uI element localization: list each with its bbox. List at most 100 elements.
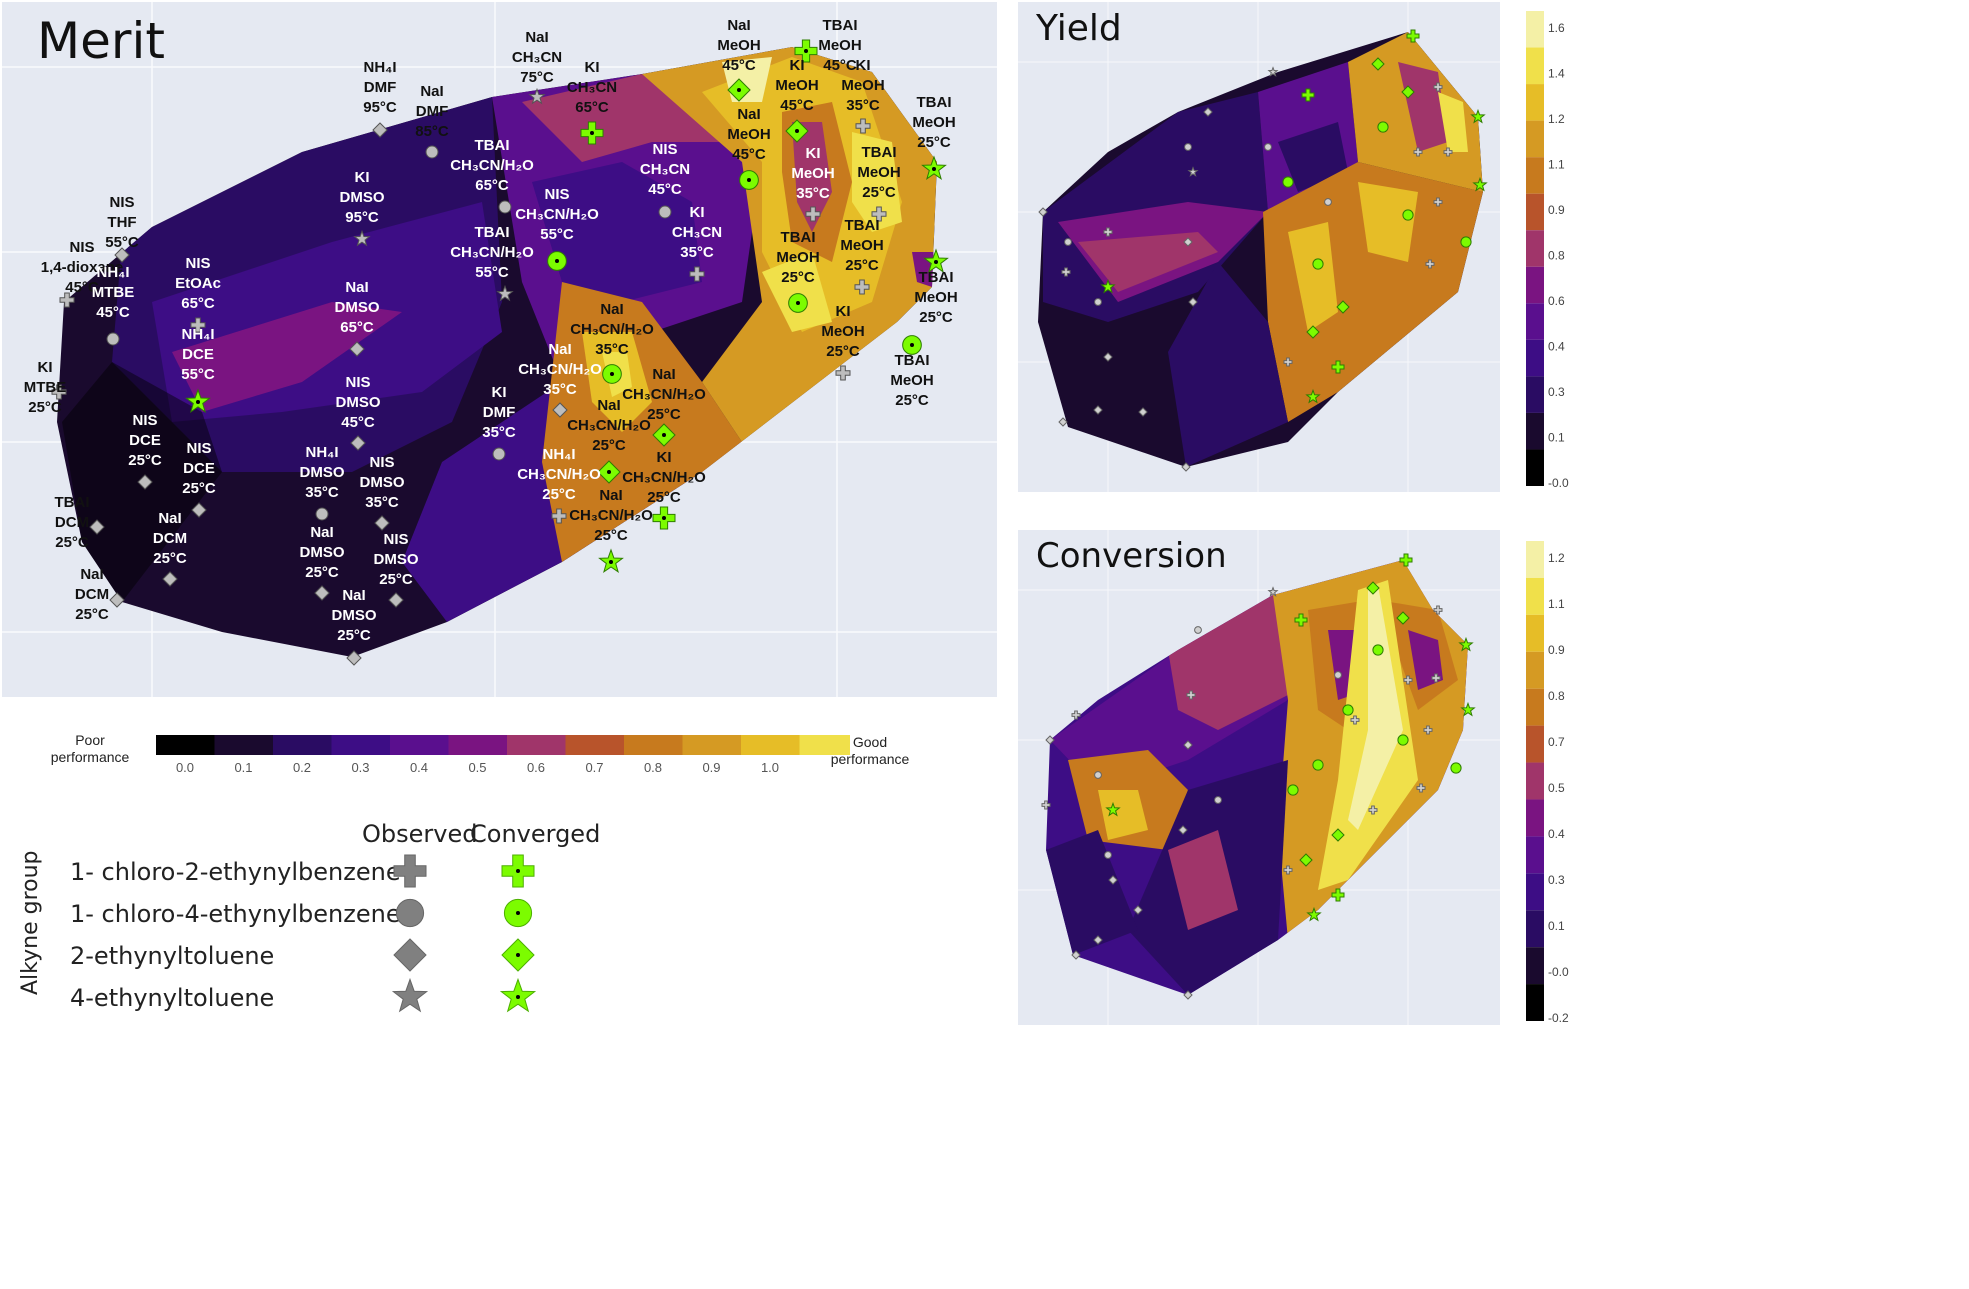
merit-point-label: NaI DMF 85°C — [415, 83, 449, 140]
merit-point-label: NIS CH₃CN/H₂O 55°C — [515, 186, 599, 243]
merit-point-label: NIS 1,4-dioxane 45°C — [41, 239, 124, 296]
diamond-marker — [1058, 417, 1068, 427]
merit-point-label: NaI CH₃CN/H₂O 25°C — [569, 487, 653, 544]
circle-marker — [106, 332, 120, 346]
circle-marker — [1324, 198, 1332, 206]
diamond-marker — [393, 938, 427, 972]
circle-marker — [1450, 762, 1462, 774]
merit-point-label: TBAI MeOH 25°C — [912, 94, 955, 151]
star-marker — [1470, 108, 1486, 124]
marker-center-dot — [516, 953, 520, 957]
colorbar-tick-label: 0.1 — [1548, 919, 1565, 933]
colorbar-tick-label: 0.9 — [1548, 203, 1565, 217]
circle-marker — [1460, 236, 1472, 248]
colorbar-tick-label: 0.9 — [702, 760, 720, 775]
merit-point-label: KI MeOH 35°C — [791, 145, 834, 202]
circle-marker — [1342, 704, 1354, 716]
cross-marker — [1433, 197, 1443, 207]
colorbar-tick-label: 1.4 — [1548, 67, 1565, 81]
colorbar-tick-label: 0.7 — [1548, 735, 1565, 749]
cross-marker — [1425, 259, 1435, 269]
cross-marker — [551, 508, 567, 524]
diamond-marker — [114, 247, 130, 263]
colorbar-segment — [1526, 47, 1544, 85]
merit-point-label: NaI CH₃CN/H₂O 35°C — [570, 301, 654, 358]
colorbar-tick-label: 0.1 — [234, 760, 252, 775]
marker-center-dot — [737, 88, 741, 92]
circle-marker — [498, 200, 512, 214]
cross-marker — [689, 266, 705, 282]
legend-converged-header: Converged — [470, 820, 601, 848]
circle-marker — [1402, 209, 1414, 221]
colorbar-segment — [1526, 984, 1544, 1021]
merit-point-label: NaI DMSO 25°C — [300, 524, 345, 581]
colorbar-tick-label: 0.2 — [293, 760, 311, 775]
circle-marker — [1104, 851, 1112, 859]
diamond-marker — [1188, 297, 1198, 307]
colorbar-segment — [1526, 651, 1544, 689]
star-marker — [1305, 388, 1321, 404]
merit-colorbar: 0.0 0.1 0.2 0.3 0.4 0.5 0.6 0.7 0.8 0.9 1.0 — [156, 735, 850, 775]
cross-marker — [1431, 673, 1441, 683]
merit-panel: NIS 1,4-dioxane 45°C NIS THF 55°C KI MTBE 25°C NH… — [2, 2, 997, 697]
merit-point-label: TBAI MeOH 25°C — [776, 229, 819, 286]
yield-contours — [1038, 32, 1483, 467]
marker-center-dot — [516, 995, 520, 999]
star-marker — [1267, 66, 1279, 77]
diamond-marker — [137, 474, 153, 490]
cross-marker — [871, 206, 887, 222]
circle-marker — [1334, 671, 1342, 679]
colorbar-tick-label: 1.1 — [1548, 158, 1565, 172]
cross-marker — [190, 317, 206, 333]
cross-marker — [1443, 147, 1453, 157]
star-marker — [1105, 801, 1121, 817]
colorbar-segment — [1526, 947, 1544, 985]
diamond-marker — [1108, 875, 1118, 885]
diamond-marker — [1071, 950, 1081, 960]
merit-point-label: NaI CH₃CN/H₂O 35°C — [518, 341, 602, 398]
cross-marker — [1294, 613, 1308, 627]
colorbar-segment — [214, 735, 273, 755]
circle-marker — [1264, 143, 1272, 151]
diamond-marker — [1371, 57, 1385, 71]
diamond-marker — [349, 341, 365, 357]
merit-point-label: NaI MeOH 45°C — [717, 17, 760, 74]
colorbar-segment — [1526, 449, 1544, 486]
colorbar-tick-label: 0.5 — [1548, 781, 1565, 795]
cross-marker — [1103, 227, 1113, 237]
diamond-marker — [191, 502, 207, 518]
colorbar-tick-label: 1.1 — [1548, 597, 1565, 611]
marker-center-dot — [932, 167, 936, 171]
star-marker — [1458, 636, 1474, 652]
star-marker — [353, 229, 371, 247]
colorbar-tick-label: 1.2 — [1548, 551, 1565, 565]
colorbar-segment — [1526, 873, 1544, 911]
merit-point-label: NaI DMSO 25°C — [332, 587, 377, 644]
colorbar-segment — [1526, 193, 1544, 231]
circle-marker — [658, 205, 672, 219]
diamond-marker — [1336, 300, 1350, 314]
legend-row-label: 1- chloro-2-ethynylbenzene — [70, 858, 401, 886]
diamond-marker — [1183, 740, 1193, 750]
merit-point-label: NIS DCE 25°C — [182, 440, 216, 497]
diamond-marker — [1306, 325, 1320, 339]
colorbar-segment — [331, 735, 390, 755]
merit-point-label: KI CH₃CN 65°C — [567, 59, 617, 116]
colorbar-segment — [1526, 836, 1544, 874]
colorbar-segment — [273, 735, 332, 755]
legend-row-label: 4-ethynyltoluene — [70, 984, 275, 1012]
colorbar-segment — [1526, 412, 1544, 450]
legend-axis-label: Alkyne group — [18, 850, 43, 995]
marker-center-dot — [516, 869, 520, 873]
merit-point-label: NaI DMSO 65°C — [335, 279, 380, 336]
merit-point-label: NaI CH₃CN/H₂O 25°C — [567, 397, 651, 454]
diamond-marker — [1183, 990, 1193, 1000]
marker-center-dot — [804, 49, 808, 53]
marker-center-dot — [934, 260, 938, 264]
diamond-marker — [1093, 405, 1103, 415]
colorbar-tick-label: 0.3 — [1548, 385, 1565, 399]
colorbar-segment — [448, 735, 507, 755]
star-marker — [528, 87, 546, 105]
merit-point-label: TBAI MeOH 45°C — [818, 17, 861, 74]
